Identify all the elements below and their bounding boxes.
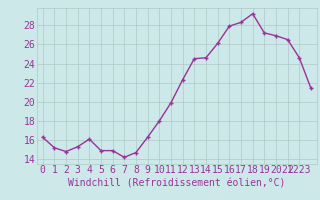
X-axis label: Windchill (Refroidissement éolien,°C): Windchill (Refroidissement éolien,°C) [68, 178, 285, 188]
